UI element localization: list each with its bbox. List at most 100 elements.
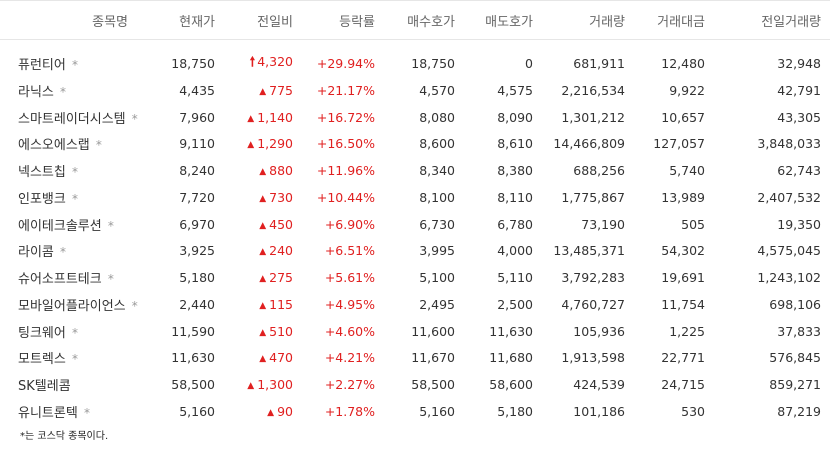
cell-price: 5,180 bbox=[179, 270, 215, 286]
stock-name-link[interactable]: 퓨런티어 bbox=[18, 58, 66, 73]
cell-ask: 4,575 bbox=[497, 82, 533, 98]
up-triangle-icon: ▲ bbox=[267, 407, 275, 418]
stock-name-link[interactable]: 라닉스 bbox=[18, 84, 54, 100]
cell-change: ▲ 775 bbox=[224, 77, 302, 104]
cell-volume: 3,792,283 bbox=[561, 270, 625, 286]
up-triangle-icon: ▲ bbox=[247, 381, 255, 392]
stock-name-link[interactable]: 넥스트칩 bbox=[18, 165, 66, 181]
cell-bid: 2,495 bbox=[419, 296, 455, 312]
up-triangle-icon: ▲ bbox=[259, 167, 267, 178]
cell-bid: 8,600 bbox=[419, 136, 455, 152]
footnote: *는 코스닥 종목이다. bbox=[20, 431, 109, 442]
header-amount: 거래대금 bbox=[634, 0, 714, 40]
cell-change: ▲ 510 bbox=[224, 318, 302, 345]
cell-change: ▲ 470 bbox=[224, 345, 302, 372]
cell-change: 🠕 4,320 bbox=[224, 40, 302, 78]
change-value: 450 bbox=[269, 216, 293, 232]
kosdaq-mark: * bbox=[107, 272, 114, 287]
table-row: SK텔레콤 58,500 ▲ 1,300 +2.27% 58,500 58,600 424,5… bbox=[0, 371, 830, 398]
cell-ask: 8,380 bbox=[497, 163, 533, 179]
table-row: 팅크웨어 * 11,590 ▲ 510 +4.60% 11,600 11,630 105,93… bbox=[0, 318, 830, 345]
stock-name-link[interactable]: 에스오에스랩 bbox=[18, 138, 90, 154]
kosdaq-mark: * bbox=[71, 191, 78, 206]
cell-bid: 18,750 bbox=[411, 56, 455, 71]
cell-stock-name: 라닉스 * bbox=[0, 77, 168, 104]
change-value: 1,290 bbox=[257, 136, 293, 152]
header-price: 현재가 bbox=[168, 0, 224, 40]
cell-bid: 11,670 bbox=[411, 350, 455, 366]
cell-change: ▲ 1,300 bbox=[224, 371, 302, 398]
cell-stock-name: 모트렉스 * bbox=[0, 345, 168, 372]
change-value: 730 bbox=[269, 189, 293, 205]
cell-price: 7,720 bbox=[179, 189, 215, 205]
cell-rate: +16.50% bbox=[316, 136, 375, 152]
cell-rate: +4.95% bbox=[324, 296, 375, 312]
cell-amount: 5,740 bbox=[669, 163, 705, 179]
cell-change: ▲ 90 bbox=[224, 398, 302, 425]
table-row: 라이콤 * 3,925 ▲ 240 +6.51% 3,995 4,000 13,485,371… bbox=[0, 238, 830, 265]
table-row: 모트렉스 * 11,630 ▲ 470 +4.21% 11,670 11,680 1,913,… bbox=[0, 345, 830, 372]
up-triangle-icon: ▲ bbox=[247, 113, 255, 124]
cell-amount: 127,057 bbox=[653, 136, 705, 152]
table-row: 에스오에스랩 * 9,110 ▲ 1,290 +16.50% 8,600 8,610 14,4… bbox=[0, 131, 830, 158]
cell-price: 3,925 bbox=[179, 243, 215, 259]
table-row: 유니트론텍 * 5,160 ▲ 90 +1.78% 5,160 5,180 101,186 53… bbox=[0, 398, 830, 425]
cell-amount: 19,691 bbox=[661, 270, 705, 286]
change-value: 1,300 bbox=[257, 377, 293, 393]
cell-bid: 3,995 bbox=[419, 243, 455, 259]
cell-amount: 13,989 bbox=[661, 189, 705, 205]
table-row: 넥스트칩 * 8,240 ▲ 880 +11.96% 8,340 8,380 688,256 5… bbox=[0, 157, 830, 184]
cell-stock-name: 모바일어플라이언스 * bbox=[0, 291, 168, 318]
cell-volume: 13,485,371 bbox=[553, 243, 625, 259]
cell-price: 5,160 bbox=[179, 403, 215, 419]
cell-rate: +6.90% bbox=[324, 216, 375, 232]
cell-price: 7,960 bbox=[179, 109, 215, 125]
cell-stock-name: 라이콤 * bbox=[0, 238, 168, 265]
cell-stock-name: 넥스트칩 * bbox=[0, 157, 168, 184]
cell-volume: 14,466,809 bbox=[553, 136, 625, 152]
change-value: 275 bbox=[269, 270, 293, 286]
kosdaq-mark: * bbox=[131, 111, 138, 126]
cell-volume: 2,216,534 bbox=[561, 82, 625, 98]
cell-volume: 688,256 bbox=[573, 163, 625, 179]
cell-price: 4,435 bbox=[179, 82, 215, 98]
cell-price: 6,970 bbox=[179, 216, 215, 232]
cell-price: 18,750 bbox=[171, 56, 215, 71]
cell-prev-volume: 32,948 bbox=[777, 56, 821, 71]
cell-ask: 5,180 bbox=[497, 403, 533, 419]
change-value: 90 bbox=[277, 403, 293, 419]
cell-change: ▲ 115 bbox=[224, 291, 302, 318]
stock-name-link[interactable]: 유니트론텍 bbox=[18, 405, 78, 421]
up-triangle-icon: ▲ bbox=[259, 274, 267, 285]
header-ask: 매도호가 bbox=[464, 0, 542, 40]
cell-change: ▲ 450 bbox=[224, 211, 302, 238]
table-row: 에이테크솔루션 * 6,970 ▲ 450 +6.90% 6,730 6,780 73,190… bbox=[0, 211, 830, 238]
change-value: 115 bbox=[269, 296, 293, 312]
stock-name-link[interactable]: 모트렉스 bbox=[18, 352, 66, 368]
cell-ask: 0 bbox=[525, 56, 533, 71]
cell-prev-volume: 43,305 bbox=[777, 109, 821, 125]
cell-prev-volume: 3,848,033 bbox=[757, 136, 821, 152]
cell-ask: 11,630 bbox=[489, 323, 533, 339]
stock-name-link[interactable]: 라이콤 bbox=[18, 245, 54, 261]
stock-name-link[interactable]: 모바일어플라이언스 bbox=[18, 298, 126, 314]
stock-name-link[interactable]: 인포뱅크 bbox=[18, 191, 66, 207]
cell-ask: 8,610 bbox=[497, 136, 533, 152]
cell-stock-name: 팅크웨어 * bbox=[0, 318, 168, 345]
cell-amount: 12,480 bbox=[661, 56, 705, 71]
stock-name-link[interactable]: 스마트레이더시스템 bbox=[18, 111, 126, 127]
table-row: 라닉스 * 4,435 ▲ 775 +21.17% 4,570 4,575 2,216,534… bbox=[0, 77, 830, 104]
cell-ask: 11,680 bbox=[489, 350, 533, 366]
change-value: 4,320 bbox=[257, 53, 293, 69]
cell-volume: 424,539 bbox=[573, 377, 625, 393]
cell-prev-volume: 1,243,102 bbox=[757, 270, 821, 286]
stock-name-link[interactable]: SK텔레콤 bbox=[18, 379, 71, 395]
stock-name-link[interactable]: 에이테크솔루션 bbox=[18, 218, 102, 234]
stock-name-link[interactable]: 팅크웨어 bbox=[18, 325, 66, 341]
up-triangle-icon: ▲ bbox=[259, 86, 267, 97]
table-row: 인포뱅크 * 7,720 ▲ 730 +10.44% 8,100 8,110 1,775,86… bbox=[0, 184, 830, 211]
cell-bid: 5,160 bbox=[419, 403, 455, 419]
table-row: 퓨런티어 * 18,750 🠕 4,320 +29.94% 18,750 0 681,911 1… bbox=[0, 40, 830, 78]
stock-name-link[interactable]: 슈어소프트테크 bbox=[18, 272, 102, 288]
cell-amount: 54,302 bbox=[661, 243, 705, 259]
